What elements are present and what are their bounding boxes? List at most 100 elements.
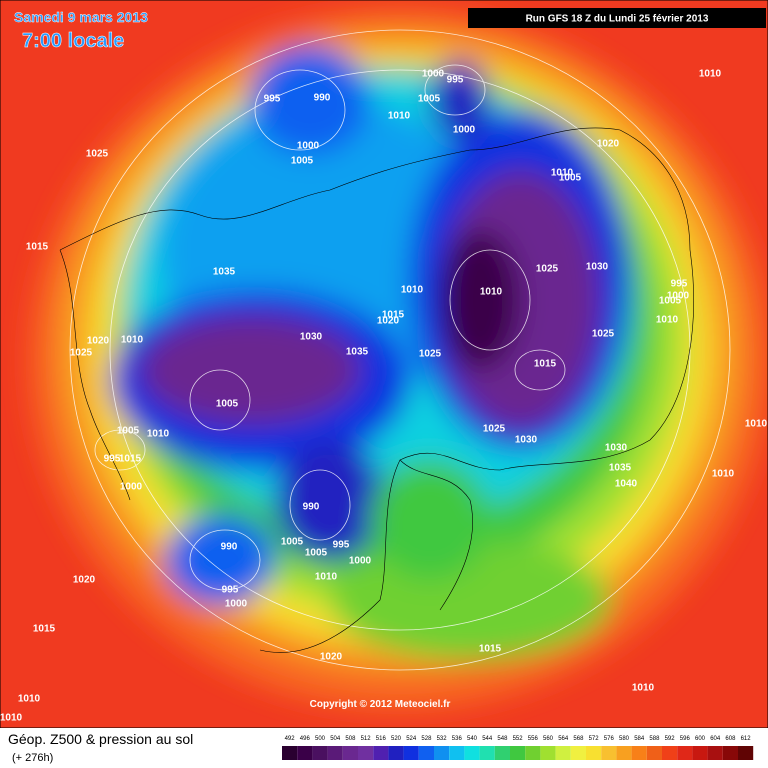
scale-swatch <box>297 746 313 760</box>
scale-swatch <box>358 746 374 760</box>
isobar-label: 1030 <box>300 332 323 343</box>
scale-swatch <box>601 746 617 760</box>
isobar-label: 1005 <box>305 548 328 559</box>
scale-swatch <box>434 746 450 760</box>
date: Samedi 9 mars 2013 <box>14 9 148 25</box>
time: 7:00 locale <box>22 30 124 52</box>
isobar-label: 1010 <box>401 285 424 296</box>
scale-swatch <box>662 746 678 760</box>
scale-label: 528 <box>421 736 432 742</box>
scale-swatch <box>570 746 586 760</box>
scale-label: 492 <box>285 736 296 742</box>
scale-label: 576 <box>604 736 615 742</box>
isobar-label: 1000 <box>453 125 476 136</box>
isobar-label: 1015 <box>382 310 405 321</box>
map-title: Géop. Z500 & pression au sol <box>8 731 193 747</box>
scale-swatch <box>327 746 343 760</box>
isobar-label: 1020 <box>597 139 620 150</box>
scale-label: 532 <box>437 736 448 742</box>
scale-swatch <box>494 746 510 760</box>
scale-swatch <box>540 746 556 760</box>
isobar-label: 1010 <box>551 168 574 179</box>
scale-swatch <box>722 746 738 760</box>
scale-label: 604 <box>710 736 721 742</box>
scale-swatch <box>738 746 754 760</box>
scale-label: 536 <box>452 736 463 742</box>
scale-label: 580 <box>619 736 630 742</box>
isobar-label: 1010 <box>480 287 503 298</box>
isobar-label: 1010 <box>121 335 144 346</box>
scale-label: 568 <box>573 736 584 742</box>
isobar-label: 995 <box>264 94 281 105</box>
isobar-label: 1035 <box>213 267 236 278</box>
geopotential-field <box>30 10 768 710</box>
isobar-label: 1005 <box>559 173 582 184</box>
scale-label: 564 <box>558 736 569 742</box>
isobar-label: 995 <box>222 585 239 596</box>
isobar-label: 1025 <box>86 149 109 160</box>
isobar-label: 1005 <box>117 426 140 437</box>
isobar-label: 1040 <box>615 479 638 490</box>
scale-label: 544 <box>482 736 493 742</box>
scale-swatch <box>510 746 526 760</box>
isobar-label: 1030 <box>586 262 609 273</box>
isobar-label: 995 <box>104 454 121 465</box>
scale-label: 588 <box>649 736 660 742</box>
isobar-label: 1005 <box>659 296 682 307</box>
isobar-label: 1010 <box>712 469 735 480</box>
isobar-label: 1005 <box>216 399 239 410</box>
scale-label: 516 <box>376 736 387 742</box>
isobar-label: 1025 <box>419 349 442 360</box>
scale-label: 540 <box>467 736 478 742</box>
run-info: Run GFS 18 Z du Lundi 25 février 2013 <box>526 14 709 25</box>
isobar-label: 1010 <box>699 69 722 80</box>
color-scale: 492 496 500 504 508 512 516 520 524 528 532 536 540 5… <box>282 736 754 760</box>
scale-label: 500 <box>315 736 326 742</box>
isobar-label: 1010 <box>632 683 655 694</box>
scale-swatch <box>464 746 480 760</box>
scale-label: 504 <box>330 736 341 742</box>
scale-swatch <box>373 746 389 760</box>
lead-time: (+ 276h) <box>12 752 53 764</box>
isobar-label: 1020 <box>73 575 96 586</box>
scale-label: 496 <box>300 736 311 742</box>
isobar-label: 1020 <box>87 336 110 347</box>
isobar-label: 1025 <box>536 264 559 275</box>
copyright: Copyright © 2012 Meteociel.fr <box>310 699 451 710</box>
isobar-label: 1010 <box>0 713 23 724</box>
isobar-label: 1015 <box>479 644 502 655</box>
isobar-label: 1010 <box>147 429 170 440</box>
scale-label: 552 <box>513 736 524 742</box>
isobar-label: 1035 <box>346 347 369 358</box>
scale-label: 524 <box>406 736 417 742</box>
scale-label: 596 <box>680 736 691 742</box>
isobar-label: 1030 <box>515 435 538 446</box>
isobar-label: 990 <box>314 93 331 104</box>
scale-swatch <box>312 746 328 760</box>
scale-swatch <box>631 746 647 760</box>
isobar-label: 1000 <box>349 556 372 567</box>
scale-swatch <box>449 746 465 760</box>
coastlines <box>59 127 694 653</box>
scale-label: 512 <box>361 736 372 742</box>
scale-label: 592 <box>665 736 676 742</box>
scale-label: 612 <box>741 736 752 742</box>
scale-label: 560 <box>543 736 554 742</box>
scale-swatch <box>586 746 602 760</box>
isobar-label: 995 <box>671 279 688 290</box>
isobar-label: 1025 <box>483 424 506 435</box>
scale-swatch <box>692 746 708 760</box>
scale-label: 600 <box>695 736 706 742</box>
isobar-label: 1015 <box>119 454 142 465</box>
scale-swatch <box>418 746 434 760</box>
isobar-labels: 995 9901000995100510101000100510101000102… <box>0 69 768 724</box>
scale-label: 584 <box>634 736 645 742</box>
scale-swatch <box>616 746 632 760</box>
isobar-label: 1000 <box>225 599 248 610</box>
isobar-label: 1000 <box>422 69 445 80</box>
isobar-label: 1020 <box>377 316 400 327</box>
scale-swatch <box>677 746 693 760</box>
scale-swatch <box>282 746 298 760</box>
isobar-label: 1015 <box>534 359 557 370</box>
